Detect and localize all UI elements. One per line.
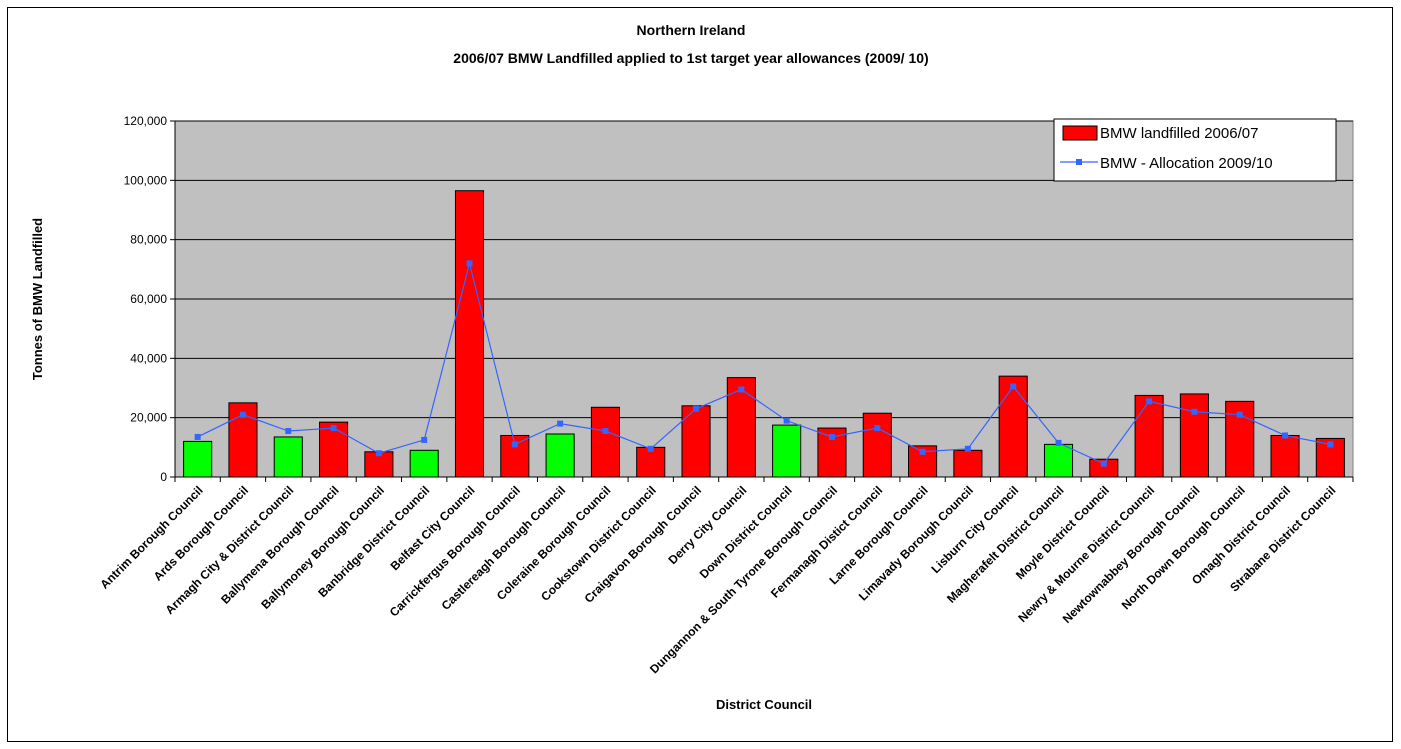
bar [772, 424, 802, 478]
legend-swatch-marker [1076, 159, 1082, 165]
chart-svg: Northern Ireland 2006/07 BMW Landfilled … [30, 22, 1354, 712]
y-axis-ticks: 0 20,000 40,000 60,000 80,000 100,000 120,000 [124, 114, 175, 484]
legend-box [1053, 118, 1337, 182]
x-tick-label: Lisburn City Council [928, 483, 1021, 576]
bar [454, 190, 485, 478]
bar [953, 449, 983, 478]
legend: BMW landfilled 2006/07 BMW - Allocation … [1053, 118, 1337, 182]
y-tick-label: 80,000 [130, 233, 167, 247]
chart-title: Northern Ireland [637, 22, 746, 38]
bar [319, 421, 349, 478]
allocation-point [874, 425, 881, 432]
allocation-point [1191, 408, 1198, 415]
allocation-point [828, 433, 835, 440]
bar [545, 433, 575, 478]
allocation-point [1010, 383, 1017, 390]
allocation-point [285, 428, 292, 435]
bar [862, 412, 892, 478]
y-tick-label: 20,000 [130, 411, 167, 425]
allocation-point [557, 420, 564, 427]
allocation-point [511, 441, 518, 448]
bar [681, 405, 711, 478]
allocation-point [375, 450, 382, 457]
legend-label-bar: BMW landfilled 2006/07 [1100, 125, 1258, 142]
y-tick-label: 40,000 [130, 351, 167, 365]
bar [1270, 434, 1300, 478]
allocation-point [421, 436, 428, 443]
allocation-point [693, 405, 700, 412]
chart-subtitle: 2006/07 BMW Landfilled applied to 1st ta… [453, 50, 928, 66]
x-tick-label: Derry City Council [666, 483, 750, 567]
allocation-point [783, 417, 790, 424]
x-tick-label: Belfast City Council [388, 483, 478, 573]
allocation-point [1100, 460, 1107, 467]
legend-swatch-bar [1062, 125, 1098, 141]
chart-frame: Northern Ireland 2006/07 BMW Landfilled … [7, 7, 1393, 742]
allocation-point [1327, 441, 1334, 448]
bar [726, 377, 756, 478]
allocation-point [1055, 439, 1062, 446]
bar [1043, 443, 1074, 478]
allocation-point [239, 411, 246, 418]
allocation-point [1146, 398, 1153, 405]
allocation-point [330, 425, 337, 432]
bar [183, 440, 213, 478]
y-axis-title: Tonnes of BMW Landfilled [30, 218, 45, 380]
allocation-point [1236, 411, 1243, 418]
y-tick-label: 120,000 [124, 114, 168, 128]
x-axis-title: District Council [716, 697, 812, 712]
bar [1179, 393, 1209, 478]
bar [409, 449, 439, 478]
allocation-point [194, 433, 201, 440]
allocation-point [647, 445, 654, 452]
bar [273, 436, 303, 478]
allocation-point [964, 445, 971, 452]
legend-label-line: BMW - Allocation 2009/10 [1100, 155, 1273, 172]
allocation-point [466, 260, 473, 267]
y-tick-label: 60,000 [130, 292, 167, 306]
allocation-point [738, 386, 745, 393]
allocation-point [1282, 432, 1289, 439]
line-series [194, 260, 1334, 467]
bar [1134, 394, 1164, 478]
bar [998, 375, 1028, 478]
y-tick-label: 0 [160, 470, 167, 484]
bar [590, 406, 620, 478]
allocation-point [602, 428, 609, 435]
allocation-point [919, 448, 926, 455]
y-tick-label: 100,000 [124, 173, 168, 187]
allocation-line [197, 263, 1331, 465]
